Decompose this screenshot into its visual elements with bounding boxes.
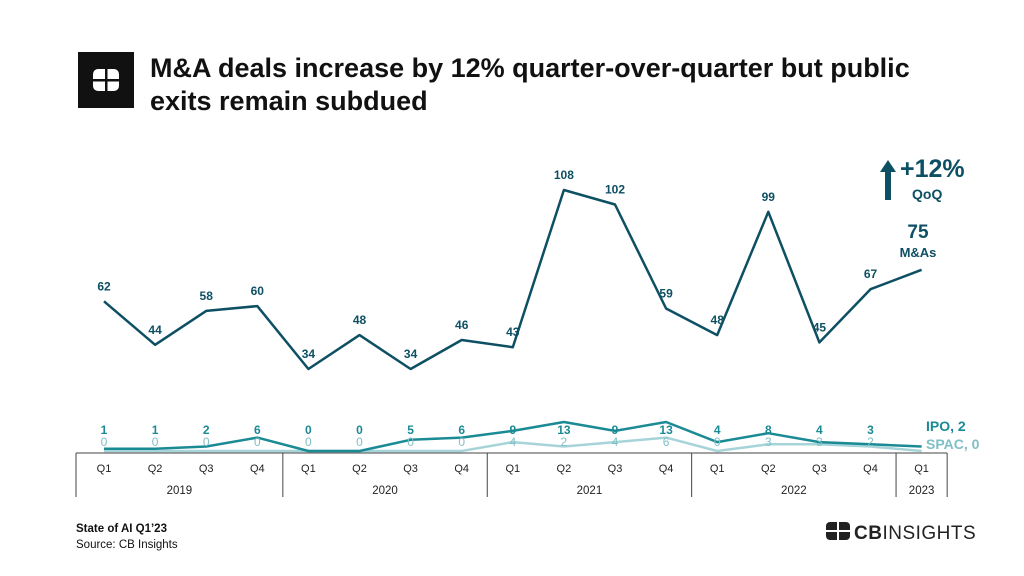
- ipo-data-label: 8: [765, 423, 772, 437]
- spac-data-label: 0: [152, 435, 159, 449]
- mna-data-label: 60: [251, 284, 265, 298]
- ipo-data-label: 13: [557, 423, 571, 437]
- cb-logo-icon: [78, 52, 134, 108]
- mna-data-label: 48: [711, 313, 725, 327]
- spac-series-line: [104, 436, 922, 453]
- mna-data-label: 67: [864, 267, 878, 281]
- mna-data-label: 45: [813, 320, 827, 334]
- spac-data-label: 0: [305, 435, 312, 449]
- quarter-tick-label: Q2: [148, 463, 163, 475]
- quarter-tick-label: Q1: [505, 463, 520, 475]
- ipo-data-label: 4: [714, 423, 721, 437]
- ipo-data-label: 1: [101, 423, 108, 437]
- ipo-data-label: 6: [458, 423, 465, 437]
- ipo-data-label: 0: [356, 423, 363, 437]
- mna-data-label: 102: [605, 183, 625, 197]
- ipo-data-label: 9: [509, 423, 516, 437]
- ipo-data-label: 1: [152, 423, 159, 437]
- spac-data-label: 3: [816, 435, 823, 449]
- ipo-data-label: 13: [659, 423, 673, 437]
- spac-data-label: 2: [867, 435, 874, 449]
- cb-mark-icon: [826, 522, 850, 546]
- year-label: 2020: [372, 485, 398, 497]
- mna-data-label: 99: [762, 190, 776, 204]
- quarter-tick-label: Q3: [403, 463, 418, 475]
- callout-value: +12%: [900, 155, 965, 183]
- spac-data-label: 0: [714, 435, 721, 449]
- mna-data-label: 62: [97, 279, 111, 293]
- quarter-tick-label: Q4: [454, 463, 469, 475]
- mna-data-label: 46: [455, 318, 469, 332]
- quarter-tick-label: Q4: [863, 463, 878, 475]
- spac-data-label: 0: [356, 435, 363, 449]
- spac-data-label: 0: [101, 435, 108, 449]
- quarter-tick-label: Q4: [659, 463, 674, 475]
- quarter-tick-label: Q2: [557, 463, 572, 475]
- quarter-tick-label: Q1: [710, 463, 725, 475]
- arrow-up-icon: [880, 160, 896, 200]
- source-note: Source: CB Insights: [76, 539, 178, 551]
- mna-data-label: 34: [404, 347, 418, 361]
- ipo-data-label: 9: [612, 423, 619, 437]
- spac-end-label: SPAC, 0: [926, 436, 980, 452]
- quarter-tick-label: Q1: [301, 463, 316, 475]
- mna-data-label: 48: [353, 313, 367, 327]
- mna-data-label: 108: [554, 168, 574, 182]
- quarter-tick-label: Q2: [761, 463, 776, 475]
- spac-data-label: 0: [407, 435, 414, 449]
- spac-data-label: 0: [254, 435, 261, 449]
- ipo-data-label: 3: [867, 423, 874, 437]
- year-label: 2023: [909, 485, 935, 497]
- mna-data-label: 44: [148, 323, 162, 337]
- year-label: 2022: [781, 485, 807, 497]
- quarter-tick-label: Q1: [97, 463, 112, 475]
- ipo-data-label: 5: [407, 423, 414, 437]
- ipo-data-label: 4: [816, 423, 823, 437]
- brand-insights-text: INSIGHTS: [882, 523, 977, 544]
- quarter-tick-label: Q3: [608, 463, 623, 475]
- quarter-tick-label: Q2: [352, 463, 367, 475]
- mna-data-label: 34: [302, 347, 316, 361]
- page-title: M&A deals increase by 12% quarter-over-q…: [150, 53, 910, 116]
- mna-end-value: 75: [907, 222, 929, 243]
- ipo-data-label: 0: [305, 423, 312, 437]
- spac-data-label: 4: [509, 435, 516, 449]
- mna-series-line: [103, 188, 923, 371]
- mna-data-label: 43: [506, 325, 520, 339]
- report-name: State of AI Q1’23: [76, 523, 167, 535]
- footer-note: State of AI Q1’23 Source: CB Insights: [76, 521, 178, 553]
- spac-data-label: 0: [203, 435, 210, 449]
- ipo-data-label: 6: [254, 423, 261, 437]
- quarter-tick-label: Q3: [812, 463, 827, 475]
- brand-logo: CB INSIGHTS: [826, 522, 977, 546]
- spac-data-label: 4: [612, 435, 619, 449]
- brand-cb-text: CB: [854, 523, 883, 544]
- spac-data-label: 0: [458, 435, 465, 449]
- callout-label: QoQ: [912, 186, 942, 202]
- spac-data-label: 2: [561, 435, 568, 449]
- ipo-end-label: IPO, 2: [926, 418, 966, 434]
- ipo-data-label: 2: [203, 423, 210, 437]
- ipo-series-line: [104, 420, 922, 453]
- quarter-tick-label: Q3: [199, 463, 214, 475]
- spac-data-label: 3: [765, 435, 772, 449]
- mna-end-label: M&As: [900, 245, 937, 260]
- spac-data-label: 6: [663, 435, 670, 449]
- quarter-tick-label: Q1: [914, 463, 929, 475]
- mna-data-label: 58: [200, 289, 214, 303]
- quarter-tick-label: Q4: [250, 463, 265, 475]
- mna-data-label: 59: [659, 287, 673, 301]
- year-label: 2021: [577, 485, 603, 497]
- year-label: 2019: [167, 485, 193, 497]
